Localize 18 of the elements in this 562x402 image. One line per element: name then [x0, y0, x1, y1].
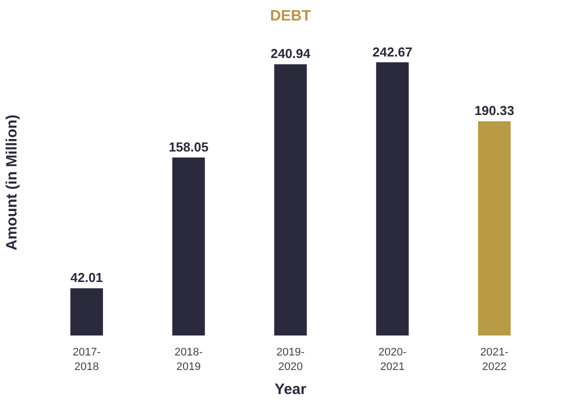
data-label: 240.94: [270, 46, 312, 62]
y-axis-title: Amount (in Million): [4, 114, 20, 250]
x-tick-label: 2018- 2019: [174, 346, 203, 373]
bar: [478, 121, 511, 336]
chart-title: DEBT: [270, 8, 311, 24]
x-axis-title: Year: [274, 380, 307, 398]
x-tick-label: 2021- 2022: [480, 346, 509, 373]
data-label: 190.33: [474, 103, 514, 118]
bar: [376, 62, 409, 336]
data-label: 158.05: [168, 140, 208, 155]
data-label: 242.67: [372, 44, 412, 60]
x-tick-label: 2019- 2020: [276, 346, 305, 373]
x-tick-label: 2017- 2018: [72, 346, 102, 373]
bar: [274, 64, 307, 336]
data-label: 42.01: [70, 270, 103, 286]
x-tick-label: 2020- 2021: [378, 346, 407, 373]
bar: [70, 288, 103, 336]
bar: [172, 158, 205, 336]
